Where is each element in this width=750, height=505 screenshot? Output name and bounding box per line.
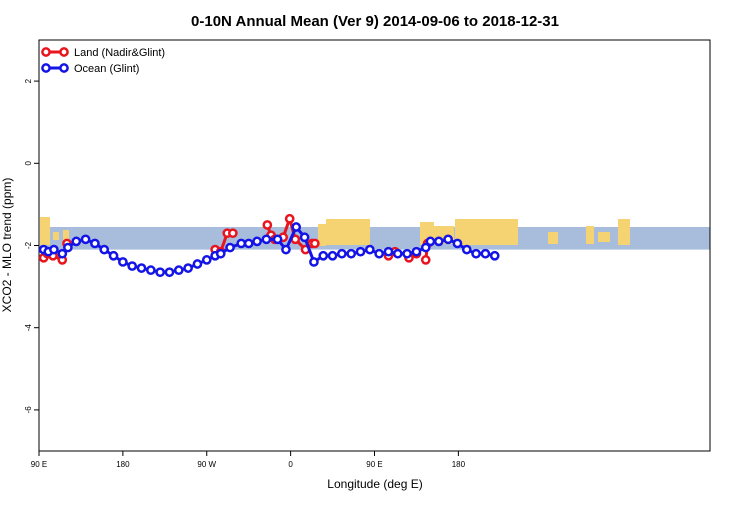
land-patch bbox=[548, 232, 558, 244]
data-point bbox=[383, 246, 394, 257]
data-point bbox=[80, 234, 91, 245]
chart-title: 0-10N Annual Mean (Ver 9) 2014-09-06 to … bbox=[191, 13, 559, 30]
data-point bbox=[155, 267, 166, 278]
data-point bbox=[261, 234, 272, 245]
data-point bbox=[63, 242, 73, 253]
data-point bbox=[215, 248, 226, 259]
data-point bbox=[284, 213, 295, 224]
data-point bbox=[433, 236, 444, 247]
data-point bbox=[90, 238, 100, 249]
x-tick-label: 90 E bbox=[366, 460, 382, 469]
data-point bbox=[461, 244, 472, 255]
land-patch bbox=[618, 219, 630, 245]
data-point bbox=[355, 246, 366, 257]
data-point bbox=[291, 222, 302, 232]
legend-swatch-marker bbox=[41, 47, 51, 57]
data-point bbox=[364, 244, 375, 255]
y-tick-label: 2 bbox=[24, 78, 33, 83]
x-tick-label: 180 bbox=[116, 460, 130, 469]
data-point bbox=[480, 248, 491, 259]
land-patch bbox=[40, 217, 50, 245]
ocean-series bbox=[38, 222, 500, 278]
data-point bbox=[272, 234, 283, 245]
legend-swatch-marker bbox=[41, 63, 51, 73]
data-point bbox=[225, 242, 235, 253]
data-point bbox=[243, 238, 254, 249]
data-point bbox=[173, 265, 184, 276]
data-point bbox=[420, 255, 431, 265]
data-point bbox=[471, 248, 481, 259]
data-point bbox=[136, 263, 147, 273]
y-tick-label: -6 bbox=[24, 406, 33, 414]
legend-label: Land (Nadir&Glint) bbox=[74, 47, 165, 59]
axes: 90 E 180 90 W 0 90 E 180 2 0 -2 -4 -6 bbox=[24, 78, 466, 469]
land-patch bbox=[53, 232, 59, 240]
data-point bbox=[236, 238, 247, 249]
legend: Land (Nadir&Glint) Ocean (Glint) bbox=[41, 47, 165, 75]
data-point bbox=[327, 250, 338, 261]
x-tick-label: 90 W bbox=[197, 460, 216, 469]
x-tick-label: 0 bbox=[288, 460, 293, 469]
legend-swatch-marker bbox=[59, 47, 69, 57]
data-point bbox=[99, 244, 110, 255]
data-point bbox=[489, 250, 500, 261]
data-point bbox=[281, 244, 291, 255]
data-point bbox=[118, 257, 128, 267]
latitude-band bbox=[40, 227, 710, 250]
x-axis-label: Longitude (deg E) bbox=[327, 477, 422, 491]
data-point bbox=[452, 238, 463, 249]
data-point bbox=[183, 263, 193, 273]
data-point bbox=[108, 250, 119, 261]
series-layer bbox=[38, 213, 500, 278]
y-tick-label: -2 bbox=[24, 241, 33, 249]
data-point bbox=[49, 244, 59, 255]
y-tick-label: -4 bbox=[24, 324, 33, 332]
x-tick-label: 90 E bbox=[31, 460, 47, 469]
land-patch bbox=[318, 224, 326, 246]
data-point bbox=[402, 248, 412, 259]
data-point bbox=[192, 259, 203, 269]
data-point bbox=[71, 236, 82, 247]
data-point bbox=[346, 248, 357, 259]
data-point bbox=[262, 220, 273, 230]
data-point bbox=[420, 242, 431, 253]
x-tick-label: 180 bbox=[452, 460, 466, 469]
legend-swatch-marker bbox=[59, 63, 69, 73]
data-point bbox=[392, 248, 403, 259]
land-patch bbox=[598, 232, 610, 242]
data-point bbox=[299, 232, 310, 243]
data-point bbox=[127, 261, 138, 271]
data-point bbox=[309, 257, 319, 267]
data-point bbox=[201, 255, 212, 265]
y-axis-label: XCO2 - MLO trend (ppm) bbox=[0, 178, 14, 313]
data-point bbox=[252, 236, 262, 247]
data-point bbox=[443, 234, 453, 245]
data-point bbox=[310, 238, 320, 249]
land-patch bbox=[586, 226, 594, 244]
data-point bbox=[374, 248, 385, 259]
data-point bbox=[145, 265, 156, 276]
data-point bbox=[164, 267, 175, 278]
legend-label: Ocean (Glint) bbox=[74, 63, 139, 75]
land-patch bbox=[348, 236, 358, 245]
land-patch bbox=[63, 230, 69, 240]
data-point bbox=[337, 248, 347, 259]
data-point bbox=[57, 248, 68, 259]
data-point bbox=[411, 246, 422, 257]
data-point bbox=[425, 236, 436, 247]
data-point bbox=[318, 250, 329, 261]
background-band bbox=[40, 227, 710, 250]
y-tick-label: 0 bbox=[24, 161, 33, 166]
land-patch bbox=[455, 219, 518, 245]
data-point bbox=[227, 228, 238, 239]
